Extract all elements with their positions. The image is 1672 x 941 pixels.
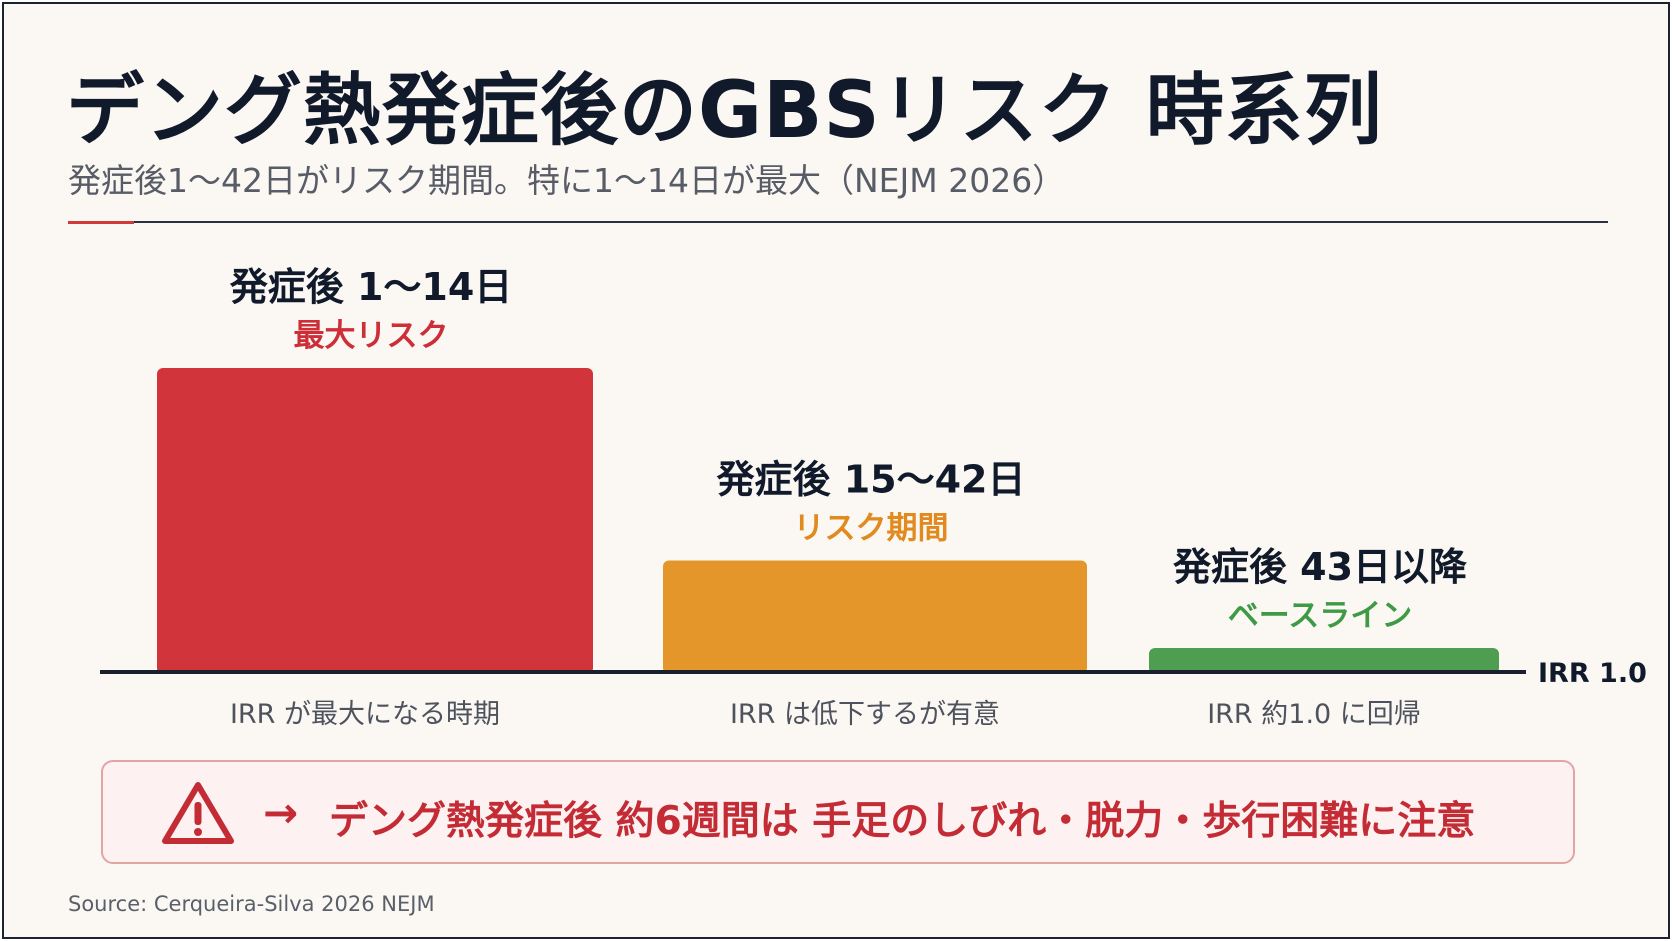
callout-arrow: → xyxy=(263,788,299,837)
bar-risk-label-3: ベースライン xyxy=(1228,598,1412,634)
divider-accent xyxy=(68,221,134,224)
source-note: Source: Cerqueira-Silva 2026 NEJM xyxy=(68,892,435,916)
divider xyxy=(68,221,1608,223)
bar-description-1: IRR が最大になる時期 xyxy=(230,699,500,730)
page-title: デング熱発症後のGBSリスク 時系列 xyxy=(66,66,1383,156)
bar-description-3: IRR 約1.0 に回帰 xyxy=(1207,699,1421,730)
bar-category-label-2: 発症後 15～42日 xyxy=(717,458,1026,502)
page-subtitle: 発症後1～42日がリスク期間。特に1～14日が最大（NEJM 2026） xyxy=(68,161,1066,200)
bar-category-label-3: 発症後 43日以降 xyxy=(1173,545,1467,589)
baseline-axis xyxy=(100,670,1526,674)
baseline-label: IRR 1.0 xyxy=(1538,658,1647,689)
bar-risk-label-2: リスク期間 xyxy=(794,511,949,547)
callout-text: デング熱発症後 約6週間は 手足のしびれ・脱力・歩行困難に注意 xyxy=(329,799,1476,844)
bar-1 xyxy=(157,368,593,674)
bar-2 xyxy=(663,560,1087,674)
bar-3 xyxy=(1149,648,1499,674)
bar-risk-label-1: 最大リスク xyxy=(294,318,449,354)
bar-category-label-1: 発症後 1～14日 xyxy=(230,265,513,309)
warning-callout: → デング熱発症後 約6週間は 手足のしびれ・脱力・歩行困難に注意 xyxy=(101,760,1575,864)
bar-description-2: IRR は低下するが有意 xyxy=(730,699,1000,730)
warning-triangle-icon xyxy=(162,782,234,844)
